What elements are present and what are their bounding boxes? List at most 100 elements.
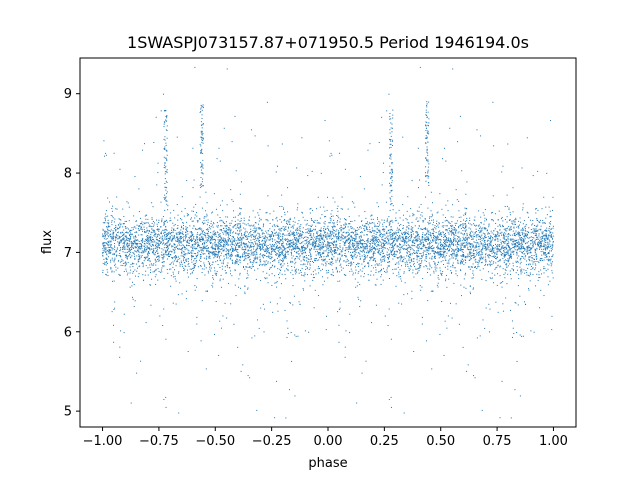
data-point [154,259,156,261]
data-point [144,231,146,233]
data-point [402,214,404,216]
data-point [203,248,205,250]
data-point [529,256,531,258]
data-point [508,255,510,257]
data-point [300,272,302,274]
data-point [443,247,445,249]
data-point [465,236,467,238]
data-point [264,263,266,265]
data-point [507,238,509,240]
data-point [173,244,175,246]
data-point [373,235,375,237]
data-point [508,249,510,251]
data-point [119,235,121,237]
data-point [104,155,106,157]
data-point [416,268,418,270]
data-point [537,260,539,262]
data-point [514,235,516,237]
data-point [311,244,313,246]
data-point [223,127,225,129]
data-point [355,249,357,251]
data-point [128,243,130,245]
data-point [378,235,380,237]
data-point [534,250,536,252]
data-point [436,226,438,228]
data-point [366,243,368,245]
data-point [192,147,194,149]
data-point [482,244,484,246]
data-point [488,260,490,262]
data-point [236,258,238,260]
data-point [420,214,422,216]
data-point [125,228,127,230]
data-point [161,221,163,223]
data-point [474,219,476,221]
data-point [419,265,421,267]
data-point [182,267,184,269]
data-point [414,252,416,254]
data-point [427,231,429,233]
data-point [380,247,382,249]
data-point [413,260,415,262]
data-point [174,243,176,245]
data-point [216,256,218,258]
data-point [247,287,249,289]
data-point [323,242,325,244]
data-point [297,239,299,241]
data-point [170,229,172,231]
data-point [503,232,505,234]
data-point [110,233,112,235]
data-point [540,246,542,248]
data-point [399,269,401,271]
data-point [345,219,347,221]
data-point [211,251,213,253]
data-point [316,208,318,210]
data-point [158,222,160,224]
data-point [248,219,250,221]
data-point [243,249,245,251]
data-point [341,255,343,257]
data-point [226,249,228,251]
data-point [346,239,348,241]
data-point [422,244,424,246]
data-point [400,248,402,250]
data-point [251,266,253,268]
data-point [437,237,439,239]
data-point [242,236,244,238]
data-point [303,249,305,251]
data-point [499,245,501,247]
data-point [320,247,322,249]
data-point [466,220,468,222]
data-point [261,248,263,250]
data-point [508,246,510,248]
data-point [380,233,382,235]
data-point [412,233,414,235]
data-point [383,243,385,245]
data-point [318,222,320,224]
data-point [499,275,501,277]
data-point [378,264,380,266]
data-point [306,268,308,270]
data-point [535,250,537,252]
data-point [234,244,236,246]
data-point [130,263,132,265]
data-point [371,214,373,216]
data-point [387,254,389,256]
data-point [214,251,216,253]
data-point [333,232,335,234]
data-point [331,250,333,252]
data-point [212,277,214,279]
data-point [330,251,332,253]
data-point [206,239,208,241]
data-point [200,240,202,242]
data-point [104,231,106,233]
data-point [502,235,504,237]
data-point [331,257,333,259]
data-point [229,241,231,243]
data-point [547,276,549,278]
data-point [457,232,459,234]
data-point [299,255,301,257]
data-point [309,240,311,242]
data-point [527,264,529,266]
data-point [270,253,272,255]
